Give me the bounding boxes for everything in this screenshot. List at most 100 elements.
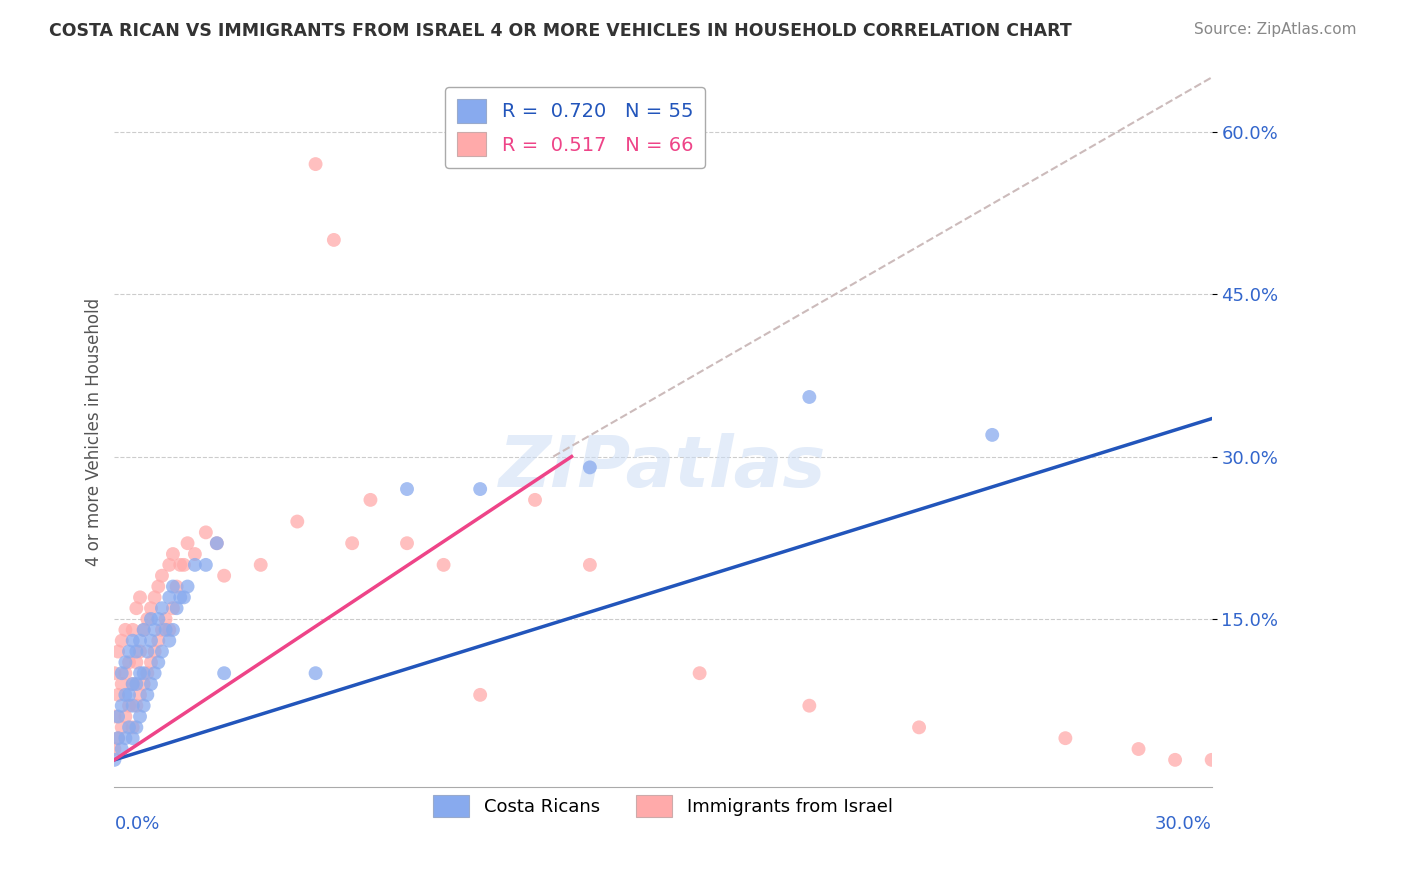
Point	[359, 492, 381, 507]
Point	[981, 428, 1004, 442]
Point	[524, 492, 547, 507]
Point	[340, 536, 363, 550]
Point	[194, 558, 217, 572]
Point	[132, 698, 155, 713]
Point	[111, 633, 134, 648]
Point	[148, 580, 170, 594]
Point	[114, 666, 136, 681]
Point	[107, 644, 129, 658]
Point	[132, 666, 155, 681]
Point	[114, 709, 136, 723]
Text: 30.0%: 30.0%	[1154, 815, 1212, 833]
Point	[118, 656, 141, 670]
Point	[155, 612, 177, 626]
Point	[395, 536, 418, 550]
Point	[125, 656, 148, 670]
Point	[169, 591, 191, 605]
Point	[162, 580, 184, 594]
Point	[136, 644, 159, 658]
Point	[139, 612, 162, 626]
Point	[1164, 753, 1187, 767]
Text: COSTA RICAN VS IMMIGRANTS FROM ISRAEL 4 OR MORE VEHICLES IN HOUSEHOLD CORRELATIO: COSTA RICAN VS IMMIGRANTS FROM ISRAEL 4 …	[49, 22, 1071, 40]
Point	[118, 698, 141, 713]
Point	[176, 580, 198, 594]
Point	[689, 666, 711, 681]
Point	[139, 633, 162, 648]
Point	[111, 742, 134, 756]
Point	[1054, 731, 1077, 746]
Point	[121, 623, 143, 637]
Point	[111, 698, 134, 713]
Point	[143, 591, 166, 605]
Point	[143, 666, 166, 681]
Point	[285, 515, 308, 529]
Point	[166, 601, 188, 615]
Point	[212, 568, 235, 582]
Text: 0.0%: 0.0%	[114, 815, 160, 833]
Point	[118, 688, 141, 702]
Point	[157, 633, 180, 648]
Point	[125, 644, 148, 658]
Point	[118, 720, 141, 734]
Point	[103, 709, 125, 723]
Point	[395, 482, 418, 496]
Point	[129, 591, 152, 605]
Point	[150, 623, 173, 637]
Point	[121, 698, 143, 713]
Point	[143, 644, 166, 658]
Point	[125, 720, 148, 734]
Point	[125, 698, 148, 713]
Point	[114, 731, 136, 746]
Point	[139, 601, 162, 615]
Point	[114, 623, 136, 637]
Point	[908, 720, 931, 734]
Point	[114, 656, 136, 670]
Point	[173, 558, 195, 572]
Point	[1128, 742, 1150, 756]
Point	[129, 688, 152, 702]
Point	[107, 688, 129, 702]
Point	[148, 612, 170, 626]
Point	[114, 688, 136, 702]
Point	[162, 623, 184, 637]
Point	[129, 709, 152, 723]
Point	[162, 547, 184, 561]
Point	[799, 390, 821, 404]
Point	[470, 688, 492, 702]
Point	[107, 731, 129, 746]
Point	[129, 644, 152, 658]
Point	[129, 666, 152, 681]
Point	[470, 482, 492, 496]
Point	[107, 731, 129, 746]
Point	[139, 656, 162, 670]
Point	[1201, 753, 1223, 767]
Point	[148, 633, 170, 648]
Point	[132, 677, 155, 691]
Text: Source: ZipAtlas.com: Source: ZipAtlas.com	[1194, 22, 1357, 37]
Point	[139, 677, 162, 691]
Point	[579, 558, 602, 572]
Point	[121, 633, 143, 648]
Point	[103, 666, 125, 681]
Point	[205, 536, 228, 550]
Point	[125, 677, 148, 691]
Point	[304, 666, 326, 681]
Point	[103, 753, 125, 767]
Point	[173, 591, 195, 605]
Point	[150, 568, 173, 582]
Point	[212, 666, 235, 681]
Point	[103, 742, 125, 756]
Point	[194, 525, 217, 540]
Point	[129, 633, 152, 648]
Point	[118, 644, 141, 658]
Point	[148, 656, 170, 670]
Point	[322, 233, 344, 247]
Point	[136, 688, 159, 702]
Point	[121, 731, 143, 746]
Point	[121, 677, 143, 691]
Point	[132, 623, 155, 637]
Point	[121, 720, 143, 734]
Point	[107, 709, 129, 723]
Point	[121, 677, 143, 691]
Point	[157, 558, 180, 572]
